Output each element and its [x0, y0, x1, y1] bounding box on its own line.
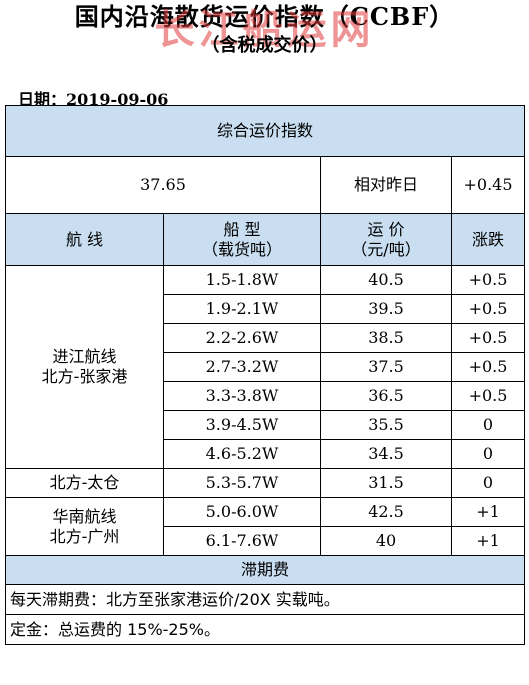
change-cell: +0.5 — [450, 265, 526, 295]
ship-type-cell: 2.2-2.6W — [163, 323, 321, 353]
ship-type-cell: 1.9-2.1W — [163, 294, 321, 324]
change-cell: +0.5 — [450, 381, 526, 411]
price-cell: 40.5 — [320, 265, 452, 295]
table-row: 华南航线 北方-广州 5.0-6.0W 42.5 +1 — [5, 497, 526, 556]
page-subtitle: （含税成交价） — [201, 35, 328, 56]
demurrage-title: 滞期费 — [4, 555, 526, 585]
table-row: 3.3-3.8W 36.5 +0.5 — [6, 381, 526, 411]
date-line: 日期：2019-09-06 — [18, 86, 168, 110]
column-header-change: 涨跌 — [450, 213, 526, 266]
table-row: 2.7-3.2W 37.5 +0.5 — [6, 352, 526, 382]
ship-type-cell: 3.9-4.5W — [163, 410, 321, 440]
ship-type-cell: 6.1-7.6W — [163, 526, 321, 556]
demurrage-note-row: 每天滞期费：北方至张家港运价/20X 实载吨。 — [4, 584, 526, 615]
column-header-price: 运 价 （元/吨） — [320, 213, 452, 266]
route-cell: 进江航线 北方-张家港 — [5, 265, 164, 469]
change-cell: +1 — [450, 526, 526, 556]
price-cell: 37.5 — [320, 352, 452, 382]
table-row: 4.6-5.2W 34.5 0 — [6, 439, 526, 469]
route-line2: 北方-张家港 — [41, 367, 128, 386]
page-title: 国内沿海散货运价指数（CCBF） — [74, 2, 455, 31]
route-line1: 进江航线 — [52, 347, 117, 366]
route-line2: 北方-广州 — [49, 526, 120, 546]
table-row: 2.2-2.6W 38.5 +0.5 — [6, 323, 526, 353]
composite-index-title: 综合运价指数 — [4, 105, 526, 157]
price-label: 运 价 — [367, 219, 405, 239]
change-cell: +0.5 — [450, 294, 526, 324]
ship-type-cell: 1.5-1.8W — [163, 265, 321, 295]
demurrage-note: 每天滞期费：北方至张家港运价/20X 实载吨。 — [4, 584, 526, 615]
change-cell: +0.5 — [450, 323, 526, 353]
table-row: 北方-太仓 5.3-5.7W 31.5 0 — [5, 468, 526, 498]
route-cell: 北方-太仓 — [5, 468, 164, 498]
ship-type-label: 船 型 — [223, 219, 261, 239]
table-row: 进江航线 北方-张家港 1.5-1.8W 40.5 +0.5 — [5, 265, 526, 469]
change-cell: 0 — [450, 410, 526, 440]
route-cell: 华南航线 北方-广州 — [5, 497, 164, 556]
price-cell: 34.5 — [320, 439, 452, 469]
change-cell: 0 — [450, 439, 526, 469]
column-header-ship-type: 船 型 （载货吨） — [163, 213, 321, 266]
ship-type-cell: 5.3-5.7W — [163, 468, 321, 498]
price-cell: 36.5 — [320, 381, 452, 411]
column-header-row: 航 线 船 型 （载货吨） 运 价 （元/吨） 涨跌 — [5, 213, 526, 266]
composite-index-change: +0.45 — [450, 156, 526, 214]
demurrage-header-row: 滞期费 — [4, 555, 526, 585]
price-unit: （元/吨） — [351, 239, 421, 259]
change-cell: +1 — [450, 497, 526, 527]
price-cell: 31.5 — [320, 468, 452, 498]
deposit-note-row: 定金：总运费的 15%-25%。 — [4, 614, 526, 645]
composite-index-value: 37.65 — [5, 156, 321, 214]
ship-type-cell: 3.3-3.8W — [163, 381, 321, 411]
price-cell: 35.5 — [320, 410, 452, 440]
table-row: 6.1-7.6W 40 +1 — [6, 526, 526, 556]
date-value: 2019-09-06 — [66, 90, 169, 109]
ship-type-cell: 4.6-5.2W — [163, 439, 321, 469]
change-cell: +0.5 — [450, 352, 526, 382]
ship-type-unit: （载货吨） — [201, 239, 282, 259]
table-row: 3.9-4.5W 35.5 0 — [6, 410, 526, 440]
ship-type-cell: 5.0-6.0W — [163, 497, 321, 527]
route-line1: 华南航线 — [52, 506, 117, 526]
composite-index-row: 37.65 相对昨日 +0.45 — [5, 156, 526, 214]
price-cell: 42.5 — [320, 497, 452, 527]
date-label: 日期： — [18, 90, 67, 109]
composite-index-header-row: 综合运价指数 — [4, 105, 526, 157]
ship-type-cell: 2.7-3.2W — [163, 352, 321, 382]
freight-index-table: 综合运价指数 37.65 相对昨日 +0.45 航 线 船 型 （载货吨） 运 … — [4, 105, 526, 645]
price-cell: 40 — [320, 526, 452, 556]
change-cell: 0 — [450, 468, 526, 498]
column-header-route: 航 线 — [5, 213, 164, 266]
compare-label: 相对昨日 — [320, 156, 452, 214]
table-row: 1.9-2.1W 39.5 +0.5 — [6, 294, 526, 324]
deposit-note: 定金：总运费的 15%-25%。 — [4, 614, 526, 645]
price-cell: 38.5 — [320, 323, 452, 353]
price-cell: 39.5 — [320, 294, 452, 324]
